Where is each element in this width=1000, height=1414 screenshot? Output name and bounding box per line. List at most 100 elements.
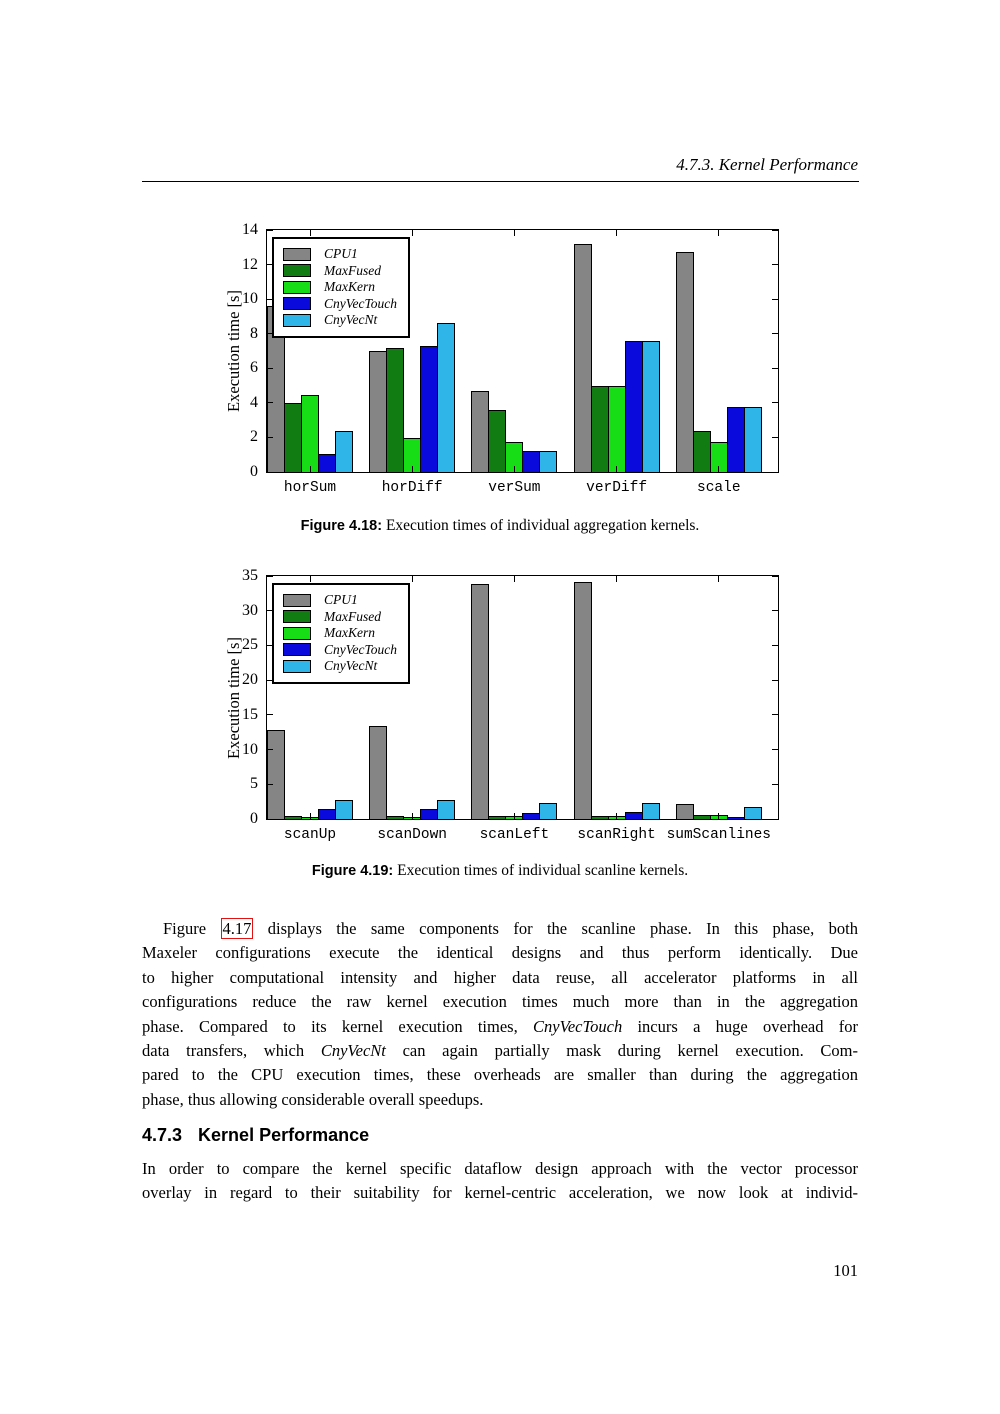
y-axis-tick bbox=[267, 714, 273, 716]
x-axis-tick bbox=[718, 230, 720, 236]
bar-group-scanDown bbox=[369, 576, 456, 819]
y-axis-tick bbox=[772, 818, 778, 820]
y-tick-label: 8 bbox=[250, 324, 258, 342]
text-line: configurations reduce the raw kernel exe… bbox=[142, 990, 858, 1014]
legend-color-patch bbox=[283, 643, 311, 657]
x-tick-label: horSum bbox=[283, 480, 337, 496]
y-tick-label: 12 bbox=[242, 255, 258, 273]
y-axis-tick bbox=[267, 610, 273, 612]
y-tick-label: 4 bbox=[250, 393, 258, 411]
x-axis-tick bbox=[513, 230, 515, 236]
y-axis-tick bbox=[772, 229, 778, 231]
y-tick-label: 0 bbox=[250, 810, 258, 827]
text-segment: data transfers, which bbox=[142, 1041, 321, 1061]
legend-entry-MaxKern: MaxKern bbox=[283, 625, 397, 642]
y-axis-tick bbox=[267, 298, 273, 300]
y-tick-label: 0 bbox=[250, 463, 258, 480]
bar-MaxFused-verDiff bbox=[590, 385, 609, 472]
bar-CnyVecTouch-scale bbox=[726, 407, 745, 472]
y-axis-tick bbox=[267, 367, 273, 369]
bar-CPU1-scanRight bbox=[573, 582, 592, 819]
text-line: phase. Compared to its kernel execution … bbox=[142, 1015, 858, 1039]
italic-term: CnyVecNt bbox=[320, 1041, 386, 1061]
text-line: pared to the CPU execution times, these … bbox=[142, 1063, 858, 1087]
text-line: Maxeler configurations execute the ident… bbox=[142, 941, 858, 965]
y-tick-label: 15 bbox=[242, 705, 258, 723]
text-segment: Maxeler configurations execute the ident… bbox=[142, 943, 858, 963]
y-tick-label: 30 bbox=[242, 601, 258, 619]
x-axis-tick bbox=[411, 466, 413, 472]
caption-text: Execution times of individual aggregatio… bbox=[382, 517, 700, 534]
x-axis-tick bbox=[513, 576, 515, 582]
y-axis-tick bbox=[267, 333, 273, 335]
bar-CnyVecNt-verDiff bbox=[641, 340, 660, 472]
paragraph-1: Figure 4.17 displays the same components… bbox=[142, 917, 858, 1112]
bar-group-scanRight bbox=[573, 576, 660, 819]
bar-CPU1-scanUp bbox=[267, 730, 285, 819]
bar-MaxKern-horSum bbox=[301, 395, 319, 472]
bar-group-sumScanlines bbox=[675, 576, 762, 819]
caption-label: Figure 4.18: bbox=[300, 518, 383, 534]
y-axis-tick bbox=[772, 714, 778, 716]
italic-term: CnyVecTouch bbox=[532, 1016, 623, 1036]
x-axis-tick bbox=[616, 230, 618, 236]
caption-label: Figure 4.19: bbox=[311, 863, 394, 879]
figure-ref-link[interactable]: 4.17 bbox=[220, 918, 254, 939]
x-axis-tick bbox=[718, 576, 720, 582]
y-tick-label: 6 bbox=[250, 359, 258, 377]
legend-color-patch bbox=[283, 610, 311, 624]
bar-CPU1-scanDown bbox=[369, 725, 388, 819]
y-axis-tick bbox=[267, 783, 273, 785]
y-axis-tick bbox=[267, 818, 273, 820]
bar-group-verDiff bbox=[573, 230, 660, 472]
figure-4-18-caption: Figure 4.18: Execution times of individu… bbox=[142, 517, 858, 535]
legend-color-patch bbox=[283, 313, 311, 327]
bar-CnyVecTouch-sumScanlines bbox=[726, 816, 745, 819]
bar-MaxFused-verSum bbox=[488, 409, 507, 472]
x-axis-tick bbox=[616, 576, 618, 582]
legend-color-patch bbox=[283, 297, 311, 311]
paragraph-2: In order to compare the kernel specific … bbox=[142, 1157, 858, 1206]
y-tick-label: 10 bbox=[242, 290, 258, 308]
y-axis-tick bbox=[772, 471, 778, 473]
legend-entry-MaxKern: MaxKern bbox=[283, 279, 397, 296]
y-tick-label: 35 bbox=[242, 567, 258, 584]
x-axis-tick bbox=[309, 230, 311, 236]
x-axis-tick bbox=[513, 813, 515, 819]
text-line: data transfers, which CnyVecNt can again… bbox=[142, 1039, 858, 1063]
bar-MaxFused-scanDown bbox=[386, 816, 405, 819]
bar-MaxFused-scanUp bbox=[284, 816, 302, 819]
bar-CnyVecTouch-scanDown bbox=[420, 808, 439, 819]
y-axis-tick bbox=[267, 644, 273, 646]
y-axis-tick bbox=[772, 749, 778, 751]
bar-MaxFused-horDiff bbox=[386, 348, 405, 472]
text-segment: phase. Compared to its kernel execution … bbox=[142, 1016, 533, 1036]
text-segment: phase, thus allowing considerable overal… bbox=[142, 1089, 484, 1109]
legend-label: MaxKern bbox=[324, 279, 375, 295]
y-tick-label: 2 bbox=[250, 428, 258, 446]
y-tick-label: 14 bbox=[242, 221, 258, 238]
bar-CPU1-horDiff bbox=[369, 351, 388, 472]
y-axis-tick bbox=[772, 298, 778, 300]
legend-label: CPU1 bbox=[324, 246, 358, 262]
y-axis-tick bbox=[772, 644, 778, 646]
bar-CnyVecTouch-horDiff bbox=[420, 345, 439, 472]
bar-CnyVecNt-horDiff bbox=[437, 323, 456, 472]
text-segment: displays the same components for the sca… bbox=[253, 919, 858, 938]
text-line: to higher computational intensity and hi… bbox=[142, 966, 858, 990]
bar-group-scale bbox=[675, 230, 762, 472]
legend-color-patch bbox=[283, 626, 311, 640]
legend-color-patch bbox=[283, 659, 311, 673]
figure-4-18-chart: horSum horDiff verSum verDiff scale 0 2 4 6 8 10 12… bbox=[224, 221, 779, 496]
legend-label: CnyVecNt bbox=[324, 658, 378, 674]
bar-MaxFused-scanRight bbox=[590, 815, 609, 819]
section-title: Kernel Performance bbox=[198, 1125, 370, 1145]
x-axis-tick bbox=[309, 466, 311, 472]
bar-CPU1-verDiff bbox=[573, 243, 592, 472]
text-line: In order to compare the kernel specific … bbox=[142, 1157, 858, 1181]
x-tick-label: horDiff bbox=[381, 480, 443, 496]
bar-MaxFused-scanLeft bbox=[488, 816, 507, 819]
bar-CnyVecNt-scanDown bbox=[437, 799, 456, 819]
x-tick-label: sumScanlines bbox=[666, 827, 771, 843]
figure-4-19-chart: scanUp scanDown scanLeft scanRight sumScanli… bbox=[224, 567, 779, 843]
